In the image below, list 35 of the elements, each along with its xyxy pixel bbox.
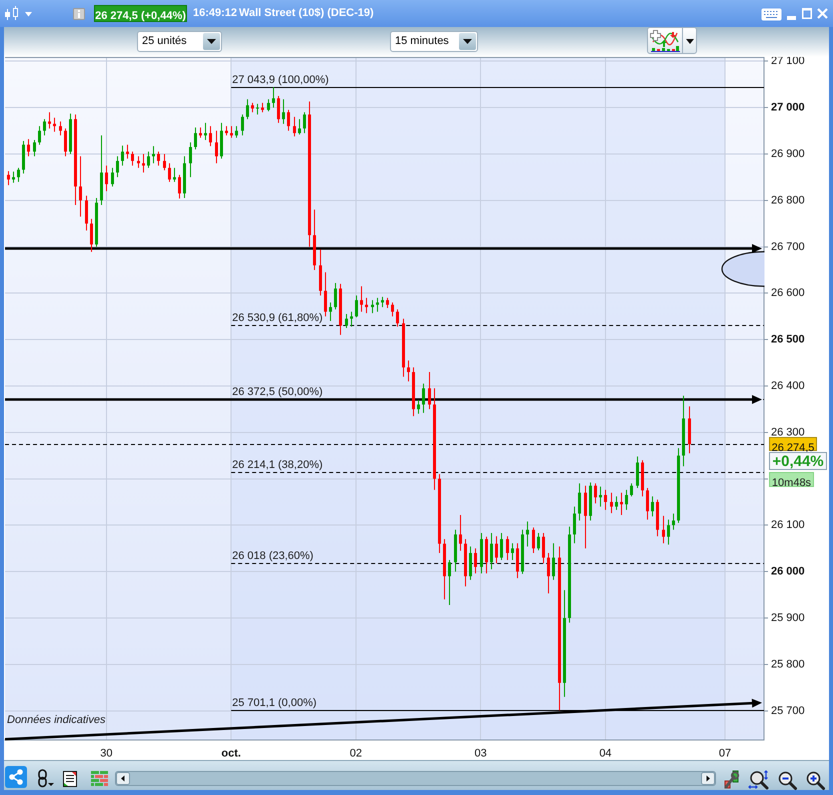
price-badge: 26 274,5 (+0,44%) <box>94 5 187 22</box>
ref-line-label: 26 530,9 (61,80%) <box>232 312 323 324</box>
y-tick-label: 26 700 <box>771 240 805 253</box>
y-tick-label: 26 600 <box>771 287 805 300</box>
y-tick-label: 26 400 <box>771 380 805 392</box>
x-tick-label: 02 <box>350 748 362 760</box>
timer-badge: 10m48s <box>769 472 814 487</box>
y-tick-label: 25 900 <box>771 612 805 624</box>
annotation: Données indicatives <box>7 714 106 726</box>
x-tick-label: 03 <box>474 748 487 760</box>
y-tick-label: 25 700 <box>771 704 805 717</box>
x-tick-label: 04 <box>599 748 612 760</box>
ref-line-label: 27 043,9 (100,00%) <box>232 74 329 86</box>
x-tick-label: oct. <box>221 748 241 760</box>
dropdown-field: 25 unités <box>137 31 222 52</box>
x-tick-label: 30 <box>100 748 112 760</box>
y-tick-label: 26 900 <box>771 148 805 160</box>
ref-line-label: 26 214,1 (38,20%) <box>232 459 323 472</box>
y-tick-label: 26 500 <box>771 334 805 346</box>
ref-line-label: 26 372,5 (50,00%) <box>232 386 323 398</box>
y-tick-label: 26 300 <box>771 426 805 438</box>
change-badge: +0,44% <box>769 452 827 470</box>
ref-line-label: 26 018 (23,60%) <box>232 550 314 562</box>
y-tick-label: 25 800 <box>771 658 805 670</box>
y-tick-label: 26 800 <box>771 194 805 206</box>
ref-line-label: 25 701,1 (0,00%) <box>232 697 317 710</box>
dropdown-field: 15 minutes <box>390 31 478 52</box>
y-tick-label: 27 000 <box>771 102 805 114</box>
y-tick-label: 26 100 <box>771 519 805 532</box>
price-tag: 26 274,5 <box>769 437 817 451</box>
x-tick-label: 07 <box>718 748 732 760</box>
y-tick-label: 26 000 <box>771 566 805 578</box>
chart-title: Wall Street (10$) (DEC-19) <box>239 7 374 20</box>
candlestick <box>620 492 623 515</box>
text: 16:49:12 <box>193 7 238 20</box>
